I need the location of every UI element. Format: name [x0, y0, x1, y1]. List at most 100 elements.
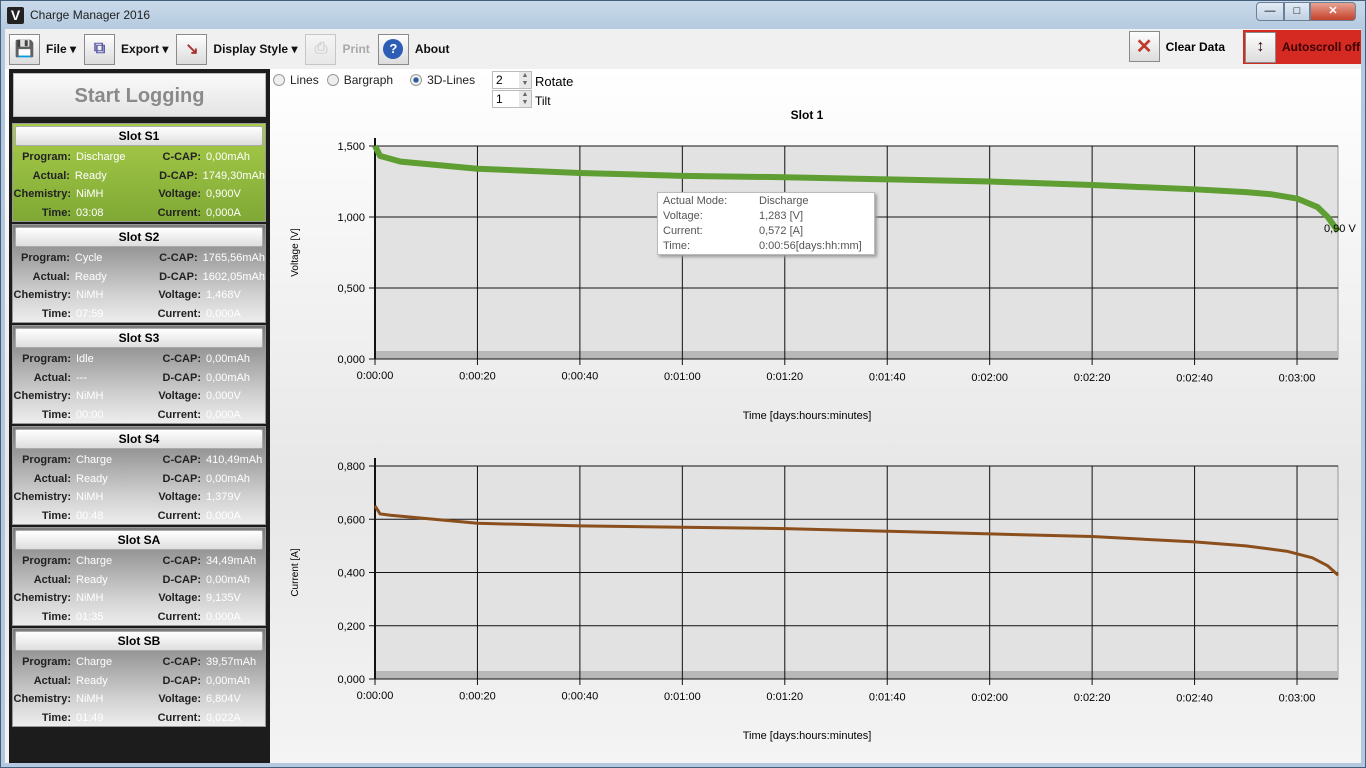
field-label: Actual:: [33, 674, 71, 687]
display-style-menu-button[interactable]: ↘ Display Style ▾: [176, 33, 297, 65]
data-point: [1327, 216, 1329, 218]
field-value: 07:59: [76, 307, 104, 320]
field-value: Ready: [74, 169, 107, 182]
field-value: 0,900V: [206, 188, 241, 201]
plot-floor: [375, 671, 1338, 679]
data-point: [1327, 565, 1329, 567]
field-label: Actual:: [32, 169, 70, 182]
field-label: D-CAP:: [159, 270, 198, 283]
slot-header[interactable]: Slot S3: [15, 328, 263, 348]
field-value: Ready: [76, 472, 108, 485]
field-value: 0,00mAh: [206, 674, 251, 687]
field-value: 0,000V: [206, 390, 241, 403]
slot-panel[interactable]: Slot S4 Program: Charge C-CAP: 410,49mAh Actu…: [12, 426, 266, 525]
data-point: [476, 168, 478, 170]
field-value: 0,00mAh: [206, 353, 251, 366]
slot-panel[interactable]: Slot SB Program: Charge C-CAP: 39,57mAh Actua…: [12, 628, 266, 727]
field-value: NiMH: [76, 188, 104, 201]
field-value: NiMH: [76, 390, 104, 403]
field-label: Actual:: [32, 270, 70, 283]
field-label: Voltage:: [158, 289, 201, 302]
data-point: [1194, 188, 1196, 190]
field-label: Voltage:: [158, 390, 201, 403]
field-label: Current:: [157, 408, 201, 421]
slot-header[interactable]: Slot SB: [15, 631, 263, 651]
data-point: [886, 178, 888, 180]
slot-panel[interactable]: Slot SA Program: Charge C-CAP: 34,49mAh Actua…: [12, 527, 266, 626]
close-window-button[interactable]: ✕: [1310, 2, 1356, 21]
field-value: 410,49mAh: [206, 454, 263, 467]
y-tick-label: 0,200: [337, 621, 365, 633]
chart-title: Slot 1: [791, 108, 824, 122]
field-value: 0,000A: [206, 307, 241, 320]
window-title: Charge Manager 2016: [30, 8, 151, 22]
radio-bargraph[interactable]: Bargraph: [326, 73, 393, 87]
slot-header[interactable]: Slot S1: [15, 126, 263, 146]
rotate-spinner[interactable]: 2 ▲ ▼: [492, 71, 532, 89]
field-label: Time:: [41, 610, 71, 623]
slot-header[interactable]: Slot S4: [15, 429, 263, 449]
field-label: Chemistry:: [13, 592, 71, 605]
radio-3d-lines[interactable]: 3D-Lines: [410, 73, 475, 87]
field-value: Charge: [76, 656, 113, 669]
tooltip-value: 0:00:56[days:hh:mm]: [759, 240, 862, 252]
file-menu-button[interactable]: 💾 File ▾: [9, 33, 76, 65]
field-label: Time:: [41, 408, 71, 421]
field-value: NiMH: [76, 289, 104, 302]
clear-data-button[interactable]: ✕ Clear Data: [1128, 31, 1225, 62]
autoscroll-toggle[interactable]: ↕ Autoscroll off: [1243, 30, 1361, 64]
tilt-spinner[interactable]: 1 ▲ ▼: [492, 90, 532, 108]
field-value: Ready: [74, 270, 107, 283]
print-button[interactable]: ⎙ Print: [305, 33, 370, 65]
about-button[interactable]: ? About: [377, 33, 449, 65]
maximize-button[interactable]: □: [1284, 2, 1310, 21]
x-tick-label: 0:02:00: [971, 692, 1008, 704]
slot-header[interactable]: Slot S2: [15, 227, 263, 247]
x-tick-label: 0:03:00: [1279, 373, 1316, 385]
data-point: [476, 522, 478, 524]
field-label: Current:: [157, 711, 201, 724]
slot-header[interactable]: Slot SA: [15, 530, 263, 550]
slot-panel[interactable]: Slot S3 Program: Idle C-CAP: 0,00mAh Actual: -…: [12, 325, 266, 424]
y-tick-label: 0,000: [337, 354, 365, 366]
field-value: 0,00mAh: [206, 573, 251, 586]
field-label: Time:: [41, 711, 71, 724]
spinner-arrows-icon[interactable]: ▲ ▼: [519, 91, 531, 107]
field-value: NiMH: [76, 693, 104, 706]
x-tick-label: 0:02:20: [1074, 692, 1111, 704]
slot-panel[interactable]: Slot S1 Program: Discharge C-CAP: 0,00mAh Act…: [12, 123, 266, 222]
field-label: D-CAP:: [162, 573, 202, 586]
plot-floor: [375, 351, 1338, 359]
x-tick-label: 0:02:40: [1176, 372, 1213, 384]
field-value: 0,00mAh: [206, 472, 251, 485]
field-value: 01:49: [76, 711, 104, 724]
field-label: C-CAP:: [159, 252, 198, 265]
slot-sidebar: Start Logging Slot S1 Program: Discharge C-…: [9, 69, 270, 763]
end-value-label: 0,90 V: [1324, 223, 1356, 235]
field-label: Current:: [157, 509, 201, 522]
field-label: Voltage:: [158, 693, 201, 706]
data-point: [1311, 557, 1313, 559]
data-point: [374, 505, 376, 507]
y-tick-label: 0,600: [337, 514, 365, 526]
field-label: Chemistry:: [13, 491, 71, 504]
export-menu-button[interactable]: ⧉ Export ▾: [84, 33, 168, 65]
spinner-arrows-icon[interactable]: ▲ ▼: [519, 72, 531, 88]
data-point: [1194, 541, 1196, 543]
field-value: 0,022A: [206, 711, 241, 724]
field-value: NiMH: [76, 592, 104, 605]
data-point: [681, 175, 683, 177]
slot-panel[interactable]: Slot S2 Program: Cycle C-CAP: 1765,56mAh Actu…: [12, 224, 266, 323]
field-label: Chemistry:: [13, 188, 71, 201]
x-tick-label: 0:02:00: [971, 372, 1008, 384]
data-series-line: [373, 505, 1340, 577]
field-label: D-CAP:: [162, 472, 202, 485]
start-logging-button[interactable]: Start Logging: [13, 73, 266, 117]
radio-lines[interactable]: Lines: [273, 73, 319, 87]
field-label: D-CAP:: [162, 674, 202, 687]
field-value: ---: [76, 371, 87, 384]
data-point: [1337, 230, 1339, 232]
x-tick-label: 0:00:20: [459, 690, 496, 702]
minimize-button[interactable]: —: [1256, 2, 1284, 21]
data-point: [579, 525, 581, 527]
